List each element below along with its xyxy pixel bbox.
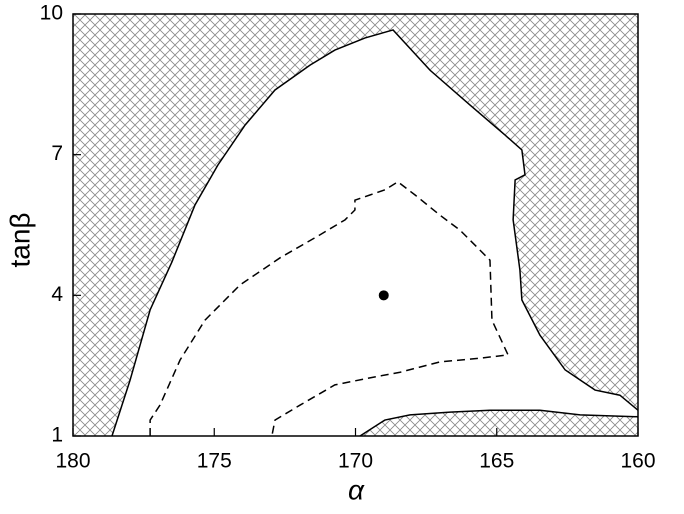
- x-tick-label: 160: [620, 450, 655, 473]
- x-tick-label: 180: [55, 450, 90, 473]
- y-tick-label: 7: [51, 142, 63, 165]
- allowed-region: [111, 29, 639, 436]
- y-tick-label: 4: [51, 283, 63, 306]
- boundary-contour: [111, 29, 639, 437]
- x-tick-label: 175: [197, 450, 232, 473]
- y-axis-label: tanβ: [4, 212, 35, 267]
- y-tick-label: 10: [40, 2, 63, 25]
- y-tick-label: 1: [51, 424, 63, 447]
- x-tick-label: 170: [338, 450, 373, 473]
- best-fit-point: [378, 290, 389, 301]
- boundary-contour: [359, 409, 639, 437]
- x-tick-label: 165: [479, 450, 514, 473]
- dashed-contour: [149, 180, 510, 437]
- x-axis-label: α: [348, 474, 365, 505]
